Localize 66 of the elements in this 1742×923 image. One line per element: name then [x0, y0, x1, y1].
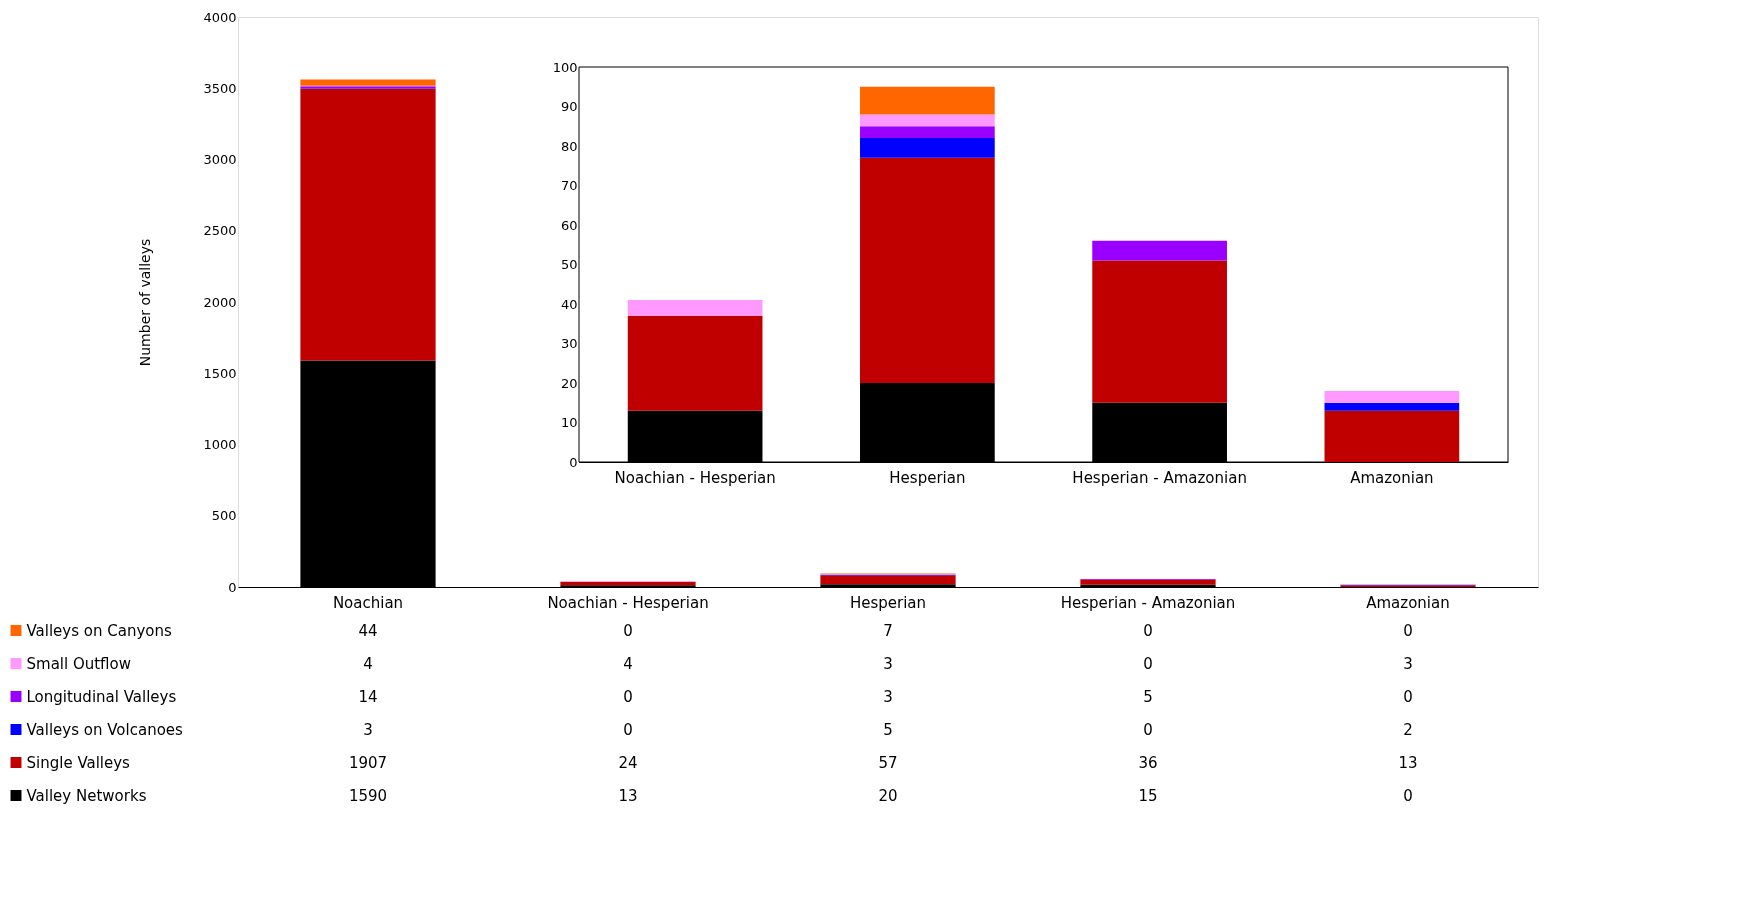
data-label: 0	[1143, 720, 1153, 739]
data-label: 20	[878, 786, 898, 805]
x-tick-label: Noachian	[332, 593, 404, 612]
legend-label: Single Valleys	[26, 754, 131, 772]
legend-label: Small Outflow	[26, 655, 132, 673]
y-tick-label: 90	[560, 99, 578, 114]
data-label: 0	[1143, 654, 1153, 673]
data-label: 0	[623, 621, 633, 640]
x-tick-label: Hesperian - Amazonian	[1060, 593, 1236, 612]
data-label: 1907	[348, 753, 388, 772]
y-tick-label: 1500	[203, 365, 237, 381]
y-tick-label: 40	[560, 296, 578, 312]
data-label: 44	[358, 621, 378, 640]
x-tick-label: Noachian - Hesperian	[547, 593, 709, 612]
legend-label: Valley Networks	[26, 787, 147, 805]
y-tick-label: 1000	[203, 437, 237, 452]
data-label: 0	[1403, 621, 1413, 640]
y-tick-label: 3000	[203, 152, 237, 167]
data-label: 57	[878, 753, 898, 772]
data-label: 0	[1403, 687, 1413, 706]
y-axis-title: Number of valleys	[137, 238, 154, 367]
data-label: 0	[623, 720, 633, 739]
x-tick-label: Hesperian	[849, 593, 927, 612]
data-label: 2	[1403, 720, 1413, 739]
x-tick-label: Amazonian	[1366, 593, 1450, 612]
data-label: 3	[883, 687, 893, 706]
y-tick-label: 10	[560, 415, 578, 430]
legend-label: Valleys on Canyons	[26, 622, 172, 640]
y-tick-label: 80	[560, 138, 578, 154]
data-label: 24	[618, 753, 638, 772]
data-label: 0	[1143, 621, 1153, 640]
data-label: 5	[883, 720, 893, 739]
legend-label: Longitudinal Valleys	[26, 688, 177, 706]
y-tick-label: 3500	[203, 80, 237, 96]
data-label: 4	[623, 654, 633, 673]
data-label: 14	[358, 687, 378, 706]
data-label: 3	[883, 654, 893, 673]
data-label: 0	[623, 687, 633, 706]
x-tick-label: Amazonian	[1350, 468, 1434, 487]
x-tick-label: Hesperian	[889, 468, 966, 487]
x-tick-label: Noachian - Hesperian	[614, 468, 776, 487]
y-tick-label: 500	[211, 508, 237, 524]
data-label: 4	[363, 654, 373, 673]
y-tick-label: 0	[228, 579, 237, 595]
y-tick-label: 30	[560, 336, 578, 351]
legend-label: Valleys on Volcanoes	[26, 721, 184, 739]
y-tick-label: 60	[560, 217, 578, 233]
data-label: 7	[883, 621, 893, 640]
x-tick-label: Hesperian - Amazonian	[1072, 468, 1247, 487]
data-label: 15	[1138, 786, 1158, 805]
y-tick-label: 70	[560, 178, 578, 193]
data-label: 0	[1403, 786, 1413, 805]
data-label: 3	[363, 720, 373, 739]
y-tick-label: 100	[552, 59, 578, 75]
y-tick-label: 0	[569, 454, 578, 470]
y-tick-label: 2000	[203, 294, 237, 310]
data-label: 13	[618, 786, 638, 805]
y-tick-label: 50	[560, 257, 578, 272]
data-label: 3	[1403, 654, 1413, 673]
y-tick-label: 2500	[203, 223, 237, 239]
data-label: 13	[1398, 753, 1418, 772]
data-label: 1590	[348, 786, 388, 805]
data-label: 36	[1138, 753, 1158, 772]
y-tick-label: 20	[560, 375, 578, 391]
data-label: 5	[1143, 687, 1153, 706]
y-tick-label: 4000	[203, 9, 237, 25]
